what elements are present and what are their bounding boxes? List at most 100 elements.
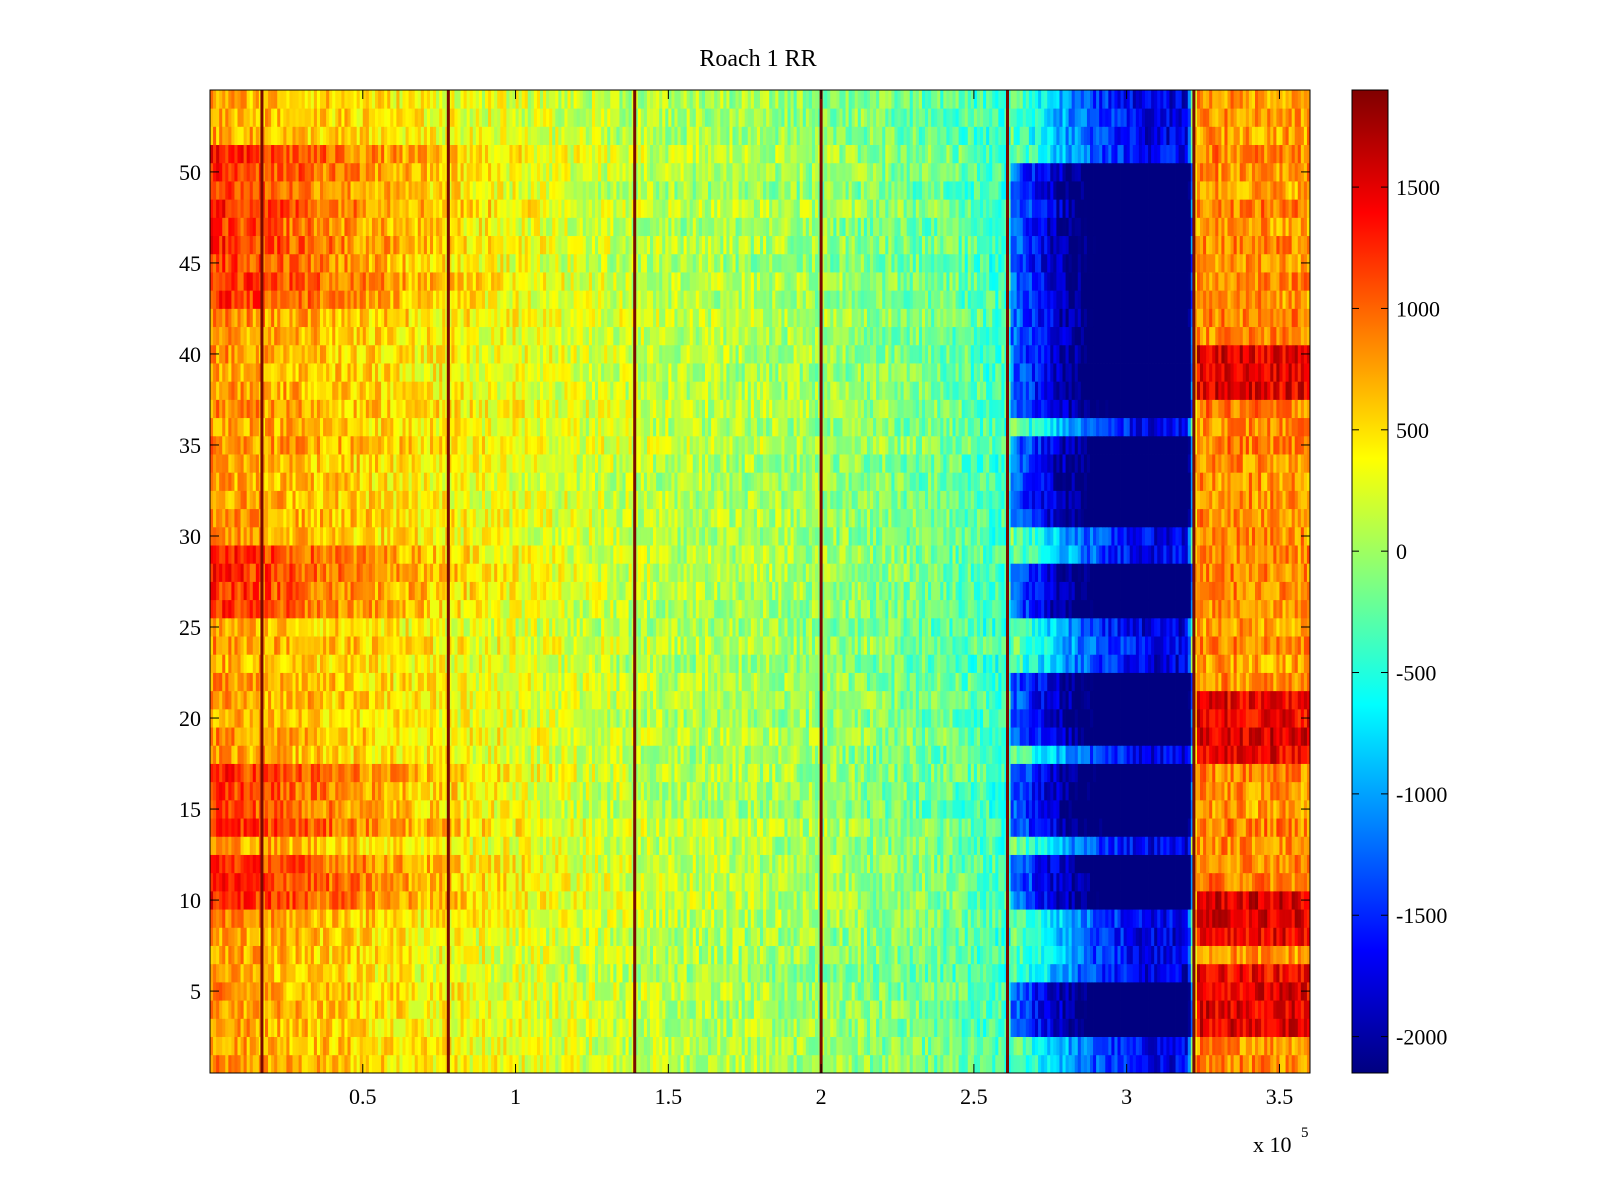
heatmap-cell (1169, 891, 1172, 910)
heatmap-cell (647, 836, 650, 855)
heatmap-cell (1075, 964, 1078, 983)
heatmap-cell (616, 818, 619, 837)
heatmap-cell (506, 1055, 509, 1074)
heatmap-cell (733, 818, 736, 837)
heatmap-cell (222, 927, 225, 946)
heatmap-cell (898, 982, 901, 1001)
heatmap-cell (451, 1018, 454, 1037)
heatmap-cell (910, 836, 913, 855)
heatmap-cell (644, 818, 647, 837)
heatmap-cell (742, 1037, 745, 1056)
heatmap-cell (778, 982, 781, 1001)
heatmap-cell (763, 1018, 766, 1037)
heatmap-cell (699, 818, 702, 837)
heatmap-cell (522, 927, 525, 946)
heatmap-cell (708, 1037, 711, 1056)
heatmap-cell (1014, 964, 1017, 983)
heatmap-cell (870, 909, 873, 928)
heatmap-cell (314, 964, 317, 983)
heatmap-cell (424, 1018, 427, 1037)
heatmap-cell (1264, 982, 1267, 1001)
heatmap-cell (375, 1000, 378, 1019)
heatmap-cell (543, 818, 546, 837)
heatmap-cell (671, 1018, 674, 1037)
heatmap-cell (1056, 891, 1059, 910)
heatmap-cell (907, 909, 910, 928)
heatmap-cell (271, 1037, 274, 1056)
heatmap-cell (430, 873, 433, 892)
heatmap-cell (1182, 982, 1185, 1001)
heatmap-cell (427, 964, 430, 983)
heatmap-cell (1228, 873, 1231, 892)
heatmap-cell (415, 946, 418, 965)
heatmap-cell (894, 855, 897, 874)
heatmap-cell (980, 909, 983, 928)
heatmap-cell (965, 836, 968, 855)
heatmap-cell (1084, 1037, 1087, 1056)
heatmap-cell (525, 909, 528, 928)
heatmap-cell (393, 909, 396, 928)
heatmap-cell (439, 1000, 442, 1019)
heatmap-cell (302, 818, 305, 837)
heatmap-cell (280, 927, 283, 946)
heatmap-cell (931, 982, 934, 1001)
heatmap-cell (894, 1018, 897, 1037)
heatmap-cell (228, 873, 231, 892)
heatmap-cell (665, 927, 668, 946)
heatmap-cell (983, 818, 986, 837)
heatmap-cell (610, 1055, 613, 1074)
heatmap-cell (1298, 1055, 1301, 1074)
heatmap-cell (806, 909, 809, 928)
heatmap-cell (1212, 964, 1215, 983)
heatmap-cell (775, 1055, 778, 1074)
heatmap-cell (296, 855, 299, 874)
heatmap-cell (406, 909, 409, 928)
heatmap-cell (784, 855, 787, 874)
heatmap-cell (940, 1037, 943, 1056)
heatmap-cell (949, 927, 952, 946)
heatmap-cell (1255, 836, 1258, 855)
heatmap-cell (1118, 1055, 1121, 1074)
heatmap-cell (998, 873, 1001, 892)
heatmap-cell (387, 982, 390, 1001)
heatmap-cell (684, 873, 687, 892)
heatmap-cell (219, 946, 222, 965)
heatmap-cell (1237, 855, 1240, 874)
heatmap-cell (641, 964, 644, 983)
heatmap-cell (772, 818, 775, 837)
heatmap-cell (1255, 946, 1258, 965)
heatmap-cell (338, 1037, 341, 1056)
heatmap-cell (1102, 891, 1105, 910)
heatmap-cell (580, 873, 583, 892)
heatmap-cell (953, 909, 956, 928)
heatmap-cell (781, 1018, 784, 1037)
heatmap-cell (540, 927, 543, 946)
heatmap-cell (1136, 1000, 1139, 1019)
heatmap-cell (827, 1037, 830, 1056)
heatmap-cell (1056, 873, 1059, 892)
heatmap-cell (916, 1018, 919, 1037)
heatmap-cell (940, 964, 943, 983)
heatmap-cell (357, 836, 360, 855)
heatmap-cell (384, 909, 387, 928)
heatmap-cell (1231, 982, 1234, 1001)
heatmap-cell (564, 818, 567, 837)
heatmap-cell (280, 1018, 283, 1037)
heatmap-cell (1203, 1055, 1206, 1074)
heatmap-cell (647, 818, 650, 837)
heatmap-cell (320, 836, 323, 855)
heatmap-cell (1151, 891, 1154, 910)
heatmap-cell (601, 1055, 604, 1074)
heatmap-cell (571, 946, 574, 965)
heatmap-cell (815, 891, 818, 910)
heatmap-cell (598, 855, 601, 874)
heatmap-cell (470, 836, 473, 855)
heatmap-cell (274, 1055, 277, 1074)
heatmap-cell (387, 946, 390, 965)
heatmap-cell (1038, 818, 1041, 837)
heatmap-cell (1105, 982, 1108, 1001)
heatmap-cell (311, 1055, 314, 1074)
heatmap-cell (901, 964, 904, 983)
heatmap-cell (461, 873, 464, 892)
heatmap-cell (598, 1018, 601, 1037)
